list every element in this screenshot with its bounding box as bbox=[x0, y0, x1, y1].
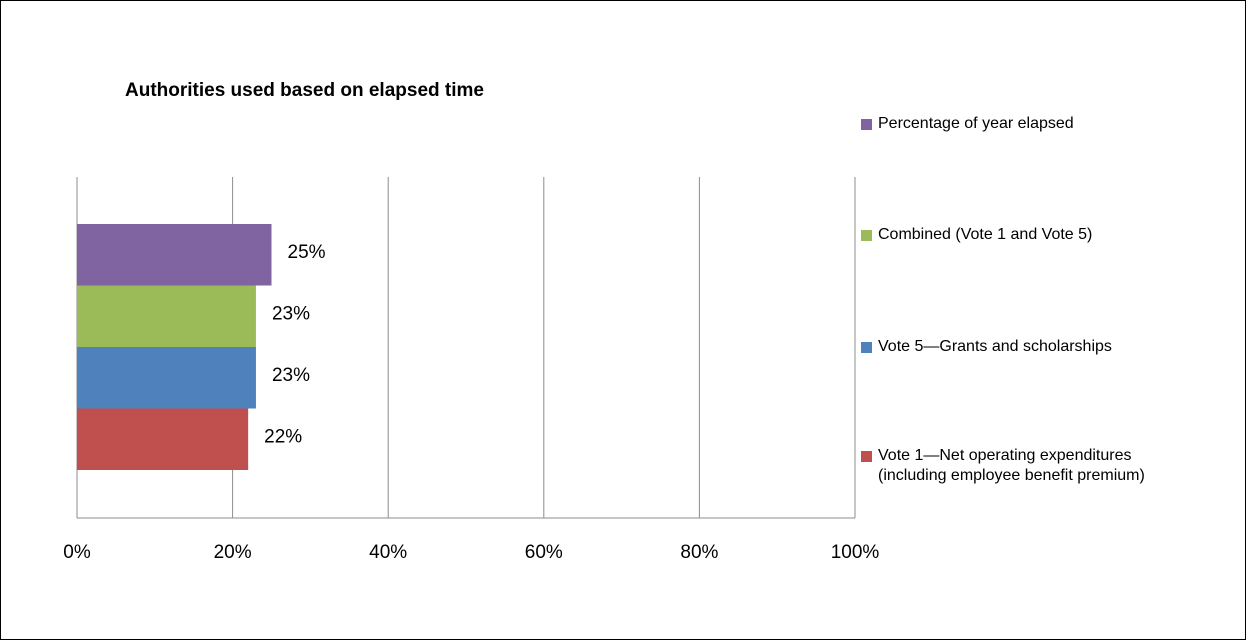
bar bbox=[77, 285, 256, 347]
bar bbox=[77, 347, 256, 409]
x-tick-label: 0% bbox=[63, 542, 91, 563]
x-tick-label: 100% bbox=[831, 542, 880, 563]
legend-swatch bbox=[861, 230, 872, 241]
data-label: 25% bbox=[288, 242, 326, 263]
data-label: 22% bbox=[264, 426, 302, 447]
legend-item: Vote 5—Grants and scholarships bbox=[861, 337, 1112, 357]
legend-swatch bbox=[861, 342, 872, 353]
x-tick-label: 20% bbox=[214, 542, 252, 563]
legend-item: Vote 1—Net operating expenditures (inclu… bbox=[861, 446, 1145, 486]
legend-label: Percentage of year elapsed bbox=[878, 115, 1074, 132]
bar bbox=[77, 224, 272, 286]
legend-item: Combined (Vote 1 and Vote 5) bbox=[861, 225, 1092, 245]
legend-label: Combined (Vote 1 and Vote 5) bbox=[878, 226, 1093, 243]
x-tick-label: 60% bbox=[525, 542, 563, 563]
chart-title: Authorities used based on elapsed time bbox=[125, 80, 484, 101]
bar bbox=[77, 408, 249, 470]
legend-label: Vote 1—Net operating expenditures (inclu… bbox=[878, 447, 1145, 484]
legend-swatch bbox=[861, 451, 872, 462]
legend-item: Percentage of year elapsed bbox=[861, 114, 1074, 134]
data-label: 23% bbox=[272, 365, 310, 386]
legend-label: Vote 5—Grants and scholarships bbox=[878, 338, 1112, 355]
legend-swatch bbox=[861, 119, 872, 130]
x-tick-label: 80% bbox=[680, 542, 718, 563]
x-tick-label: 40% bbox=[369, 542, 407, 563]
data-label: 23% bbox=[272, 303, 310, 324]
